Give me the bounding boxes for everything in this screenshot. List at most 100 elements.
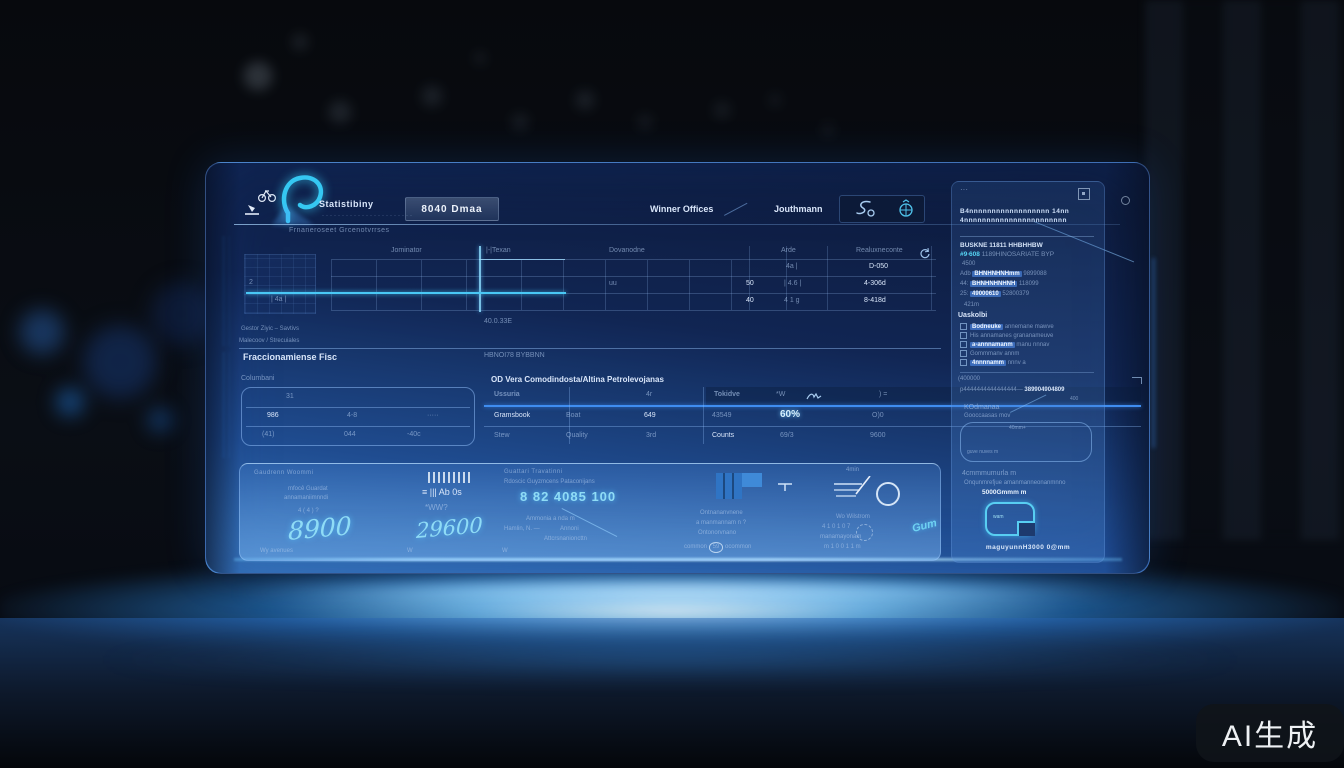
groupD-badge-row: common 59 ocommon	[684, 542, 751, 553]
checkbox-icon[interactable]	[960, 350, 967, 357]
sidebar-line: 4cmmmumurla m	[962, 470, 1017, 477]
right-light-strip	[1152, 258, 1155, 448]
right-table-vline	[569, 387, 570, 444]
grid-vline	[331, 260, 332, 310]
main-table: Gestor Ziyic – Savtivs Malecoov / Strecu…	[239, 246, 941, 344]
col-header[interactable]: Dovanodne	[609, 247, 645, 254]
frame-dot-icon[interactable]	[1121, 196, 1130, 205]
selected-row-underline[interactable]	[246, 292, 566, 294]
outline-box[interactable]: 40mm+ guve nuves m	[960, 422, 1092, 462]
section-divider	[239, 348, 941, 349]
signature-icon[interactable]	[854, 199, 876, 224]
rt-header[interactable]: Tokidve	[714, 391, 740, 398]
sidebar-list-item[interactable]: 44: BHNHNHNHNH 118099	[960, 281, 1039, 287]
barcode-icon	[428, 472, 470, 483]
grid-vline	[376, 260, 377, 310]
glow-core	[230, 580, 1130, 604]
sidebar-diagonal-line	[1010, 394, 1047, 413]
rt-cell: Gramsbook	[494, 412, 531, 419]
rt-cell: Stew	[494, 432, 510, 439]
stamp-icon	[856, 524, 873, 541]
mini-cell: 986	[267, 412, 279, 419]
groupE-line: Wo Wilstrom	[836, 514, 870, 520]
rt-cell: Quality	[566, 432, 588, 439]
header-slash-decoration	[724, 202, 748, 216]
section-right-eyebrow: HBNOI78 BYBBNN	[484, 352, 545, 359]
nav-user[interactable]: Jouthmann	[774, 204, 823, 214]
bicycle-icon[interactable]	[256, 187, 278, 208]
search-input[interactable]	[405, 197, 499, 221]
sidebar-list-item[interactable]: His annamanes grananameuve	[960, 332, 1053, 339]
item-text: manu nnnav	[1016, 342, 1050, 349]
mini-table: 31 986 4-8 ····· (41) 044 -40c	[241, 387, 475, 446]
col-header[interactable]: |-|Texan	[486, 247, 511, 254]
groupD-line: a manmannam n ?	[696, 520, 747, 526]
pie-label: wam	[993, 514, 1004, 520]
sidebar-list-item[interactable]: 25: 49000610 52800379	[960, 291, 1029, 297]
watermark-label: AI生成	[1221, 720, 1319, 753]
col-header[interactable]: Jominator	[391, 247, 422, 254]
groupC-caption: W	[502, 548, 508, 554]
section-left-subtitle: Columbani	[241, 375, 275, 382]
sidebar: ··· B4nnnnnnnnnnnnnnnnnn 14nn 4nnnnnnnnn…	[951, 181, 1105, 563]
grid-bright-segment	[479, 259, 565, 260]
mini-cell: -40c	[407, 431, 421, 438]
groupC-note: Ammonia a nda m	[526, 516, 575, 522]
sidebar-block2-line: BUSKNE 11811 HHBHHBW	[960, 242, 1043, 249]
rt-cell: 3rd	[646, 432, 657, 439]
sidebar-list-item[interactable]: Adb BHNHNHNHmm 9899088	[960, 271, 1047, 277]
grid-vline	[931, 246, 932, 310]
nav-offices[interactable]: Winner Offices	[650, 204, 714, 214]
item-highlight: BHNHNHNHmm	[972, 271, 1022, 277]
scribble-icon[interactable]	[806, 389, 822, 407]
rt-cell-highlight: 60%	[780, 409, 801, 420]
item-text: Gommmanv annm	[970, 351, 1020, 358]
refresh-icon[interactable]	[919, 246, 931, 264]
sidebar-divider	[960, 372, 1094, 373]
mini-table-line	[246, 407, 470, 408]
sidebar-list-item[interactable]: 4nnnnamm nnnv a	[960, 359, 1026, 367]
ellipsis-icon[interactable]: ···	[960, 185, 968, 194]
badge-post: ocommon	[725, 544, 752, 550]
grid-vline	[827, 246, 828, 310]
pie-notch	[1017, 521, 1035, 536]
badge-pre: common	[684, 544, 708, 550]
checkbox-icon[interactable]	[960, 359, 967, 366]
item-highlight: BHNHNHNHNH	[970, 281, 1018, 287]
section-left-title: Fraccionamiense Fisc	[243, 352, 338, 362]
cell: D-050	[869, 263, 889, 270]
groupC-title: Guattari Travatinni	[504, 469, 563, 475]
mini-cell: 4-8	[347, 412, 358, 419]
sidebar-line: KOdmanaa	[964, 404, 1000, 411]
sidebar-list-item[interactable]: a-annnamanm manu nnnav	[960, 341, 1050, 349]
rt-cell: 9600	[870, 432, 886, 439]
checkbox-icon[interactable]	[960, 332, 967, 339]
item-suffix: 118099	[1019, 281, 1039, 287]
rt-header[interactable]: ) =	[879, 391, 888, 398]
grid-hline	[331, 276, 936, 277]
blueprint-caption: Malecoov / Strecuiales	[239, 338, 300, 344]
col-header[interactable]: Arde	[781, 247, 796, 254]
brand-label: Statistibiny	[319, 199, 374, 209]
grid-vline	[421, 260, 422, 310]
sidebar-list-item[interactable]: Bodneuke annemane mawve	[960, 323, 1054, 331]
col-header[interactable]: Realuxneconte	[856, 247, 903, 254]
sidebar-bottom-caption: maguyunnH3000 0@mm	[985, 544, 1071, 551]
rt-header[interactable]: 4r	[646, 391, 653, 398]
rt-header[interactable]: Ussuria	[494, 391, 520, 398]
rt-header[interactable]: *W	[776, 391, 786, 398]
window-icon[interactable]	[1078, 188, 1090, 200]
checkbox-icon[interactable]	[960, 323, 967, 330]
sidebar-list-item[interactable]: Gommmanv annm	[960, 350, 1019, 357]
grid-vline	[731, 260, 732, 310]
inkwell-icon[interactable]	[244, 203, 262, 222]
brand-dots: ·······················	[322, 213, 414, 219]
groupC-annotation-line	[561, 508, 618, 538]
checkbox-icon[interactable]	[960, 341, 967, 348]
count-badge[interactable]: 59	[708, 542, 724, 553]
grid-vline	[689, 260, 690, 310]
globe-badge-icon[interactable]	[896, 199, 916, 224]
circle-icon	[876, 482, 900, 506]
cell: | 4a |	[271, 296, 287, 303]
